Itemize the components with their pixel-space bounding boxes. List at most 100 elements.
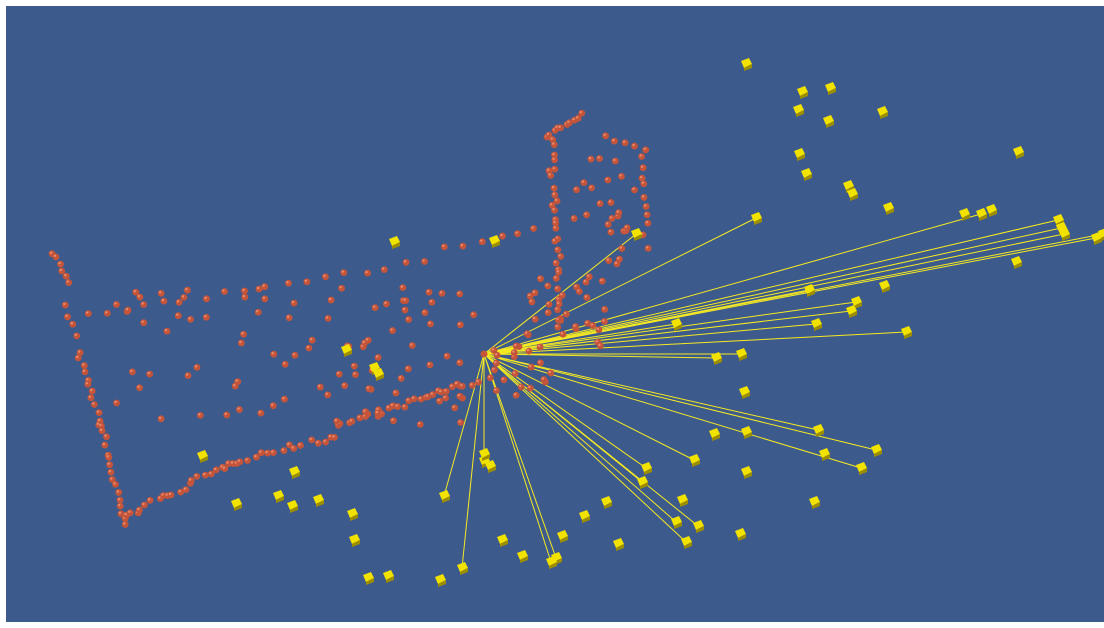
cloud-point xyxy=(436,397,443,405)
point-sphere xyxy=(338,284,345,292)
camera-icon[interactable] xyxy=(485,460,496,473)
point-sphere xyxy=(552,224,560,232)
camera-icon[interactable] xyxy=(1098,228,1104,241)
camera-icon[interactable] xyxy=(363,572,374,585)
camera-icon[interactable] xyxy=(871,444,882,457)
point-sphere xyxy=(402,258,410,266)
camera-icon[interactable] xyxy=(497,534,508,547)
point-sphere xyxy=(605,257,613,265)
camera-icon[interactable] xyxy=(677,494,688,507)
camera-icon[interactable] xyxy=(883,202,894,215)
camera-icon[interactable] xyxy=(341,344,352,357)
camera-icon[interactable] xyxy=(313,494,324,507)
camera-icon[interactable] xyxy=(671,318,682,331)
camera-icon[interactable] xyxy=(751,212,762,225)
camera-icon[interactable] xyxy=(693,520,704,533)
point-highlight xyxy=(183,487,187,490)
camera-body xyxy=(479,448,490,458)
camera-icon[interactable] xyxy=(794,148,805,161)
ray-origin-point[interactable] xyxy=(480,350,488,358)
camera-icon[interactable] xyxy=(846,305,857,318)
camera-icon[interactable] xyxy=(1091,232,1102,245)
camera-icon[interactable] xyxy=(231,498,242,511)
camera-icon[interactable] xyxy=(631,228,642,241)
camera-icon[interactable] xyxy=(613,538,624,551)
cloud-point xyxy=(193,472,201,480)
camera-icon[interactable] xyxy=(959,208,970,221)
point-highlight xyxy=(444,353,448,357)
camera-icon[interactable] xyxy=(557,530,568,543)
camera-icon[interactable] xyxy=(457,562,468,575)
camera-icon[interactable] xyxy=(741,426,752,439)
camera-icon[interactable] xyxy=(879,280,890,293)
camera-icon[interactable] xyxy=(877,106,888,119)
camera-icon[interactable] xyxy=(637,476,648,489)
point-sphere xyxy=(598,277,606,285)
point-sphere xyxy=(554,323,562,331)
camera-icon[interactable] xyxy=(825,82,836,95)
cloud-point xyxy=(531,289,539,297)
camera-icon[interactable] xyxy=(389,236,400,249)
camera-icon[interactable] xyxy=(856,462,867,475)
point-highlight xyxy=(77,350,81,353)
camera-poses[interactable] xyxy=(197,58,1104,587)
point-sphere xyxy=(456,290,464,298)
camera-icon[interactable] xyxy=(681,536,692,549)
camera-icon[interactable] xyxy=(287,500,298,513)
camera-icon[interactable] xyxy=(819,448,830,461)
point-highlight xyxy=(439,291,443,294)
point-cloud-scene[interactable] xyxy=(6,6,1104,622)
point-sphere xyxy=(380,266,388,273)
3d-viewport[interactable] xyxy=(6,6,1104,622)
camera-icon[interactable] xyxy=(489,235,500,248)
camera-icon[interactable] xyxy=(671,516,682,529)
camera-icon[interactable] xyxy=(689,454,700,467)
camera-icon[interactable] xyxy=(986,204,997,217)
camera-icon[interactable] xyxy=(349,534,360,547)
cloud-point xyxy=(399,284,407,292)
camera-icon[interactable] xyxy=(901,326,912,339)
camera-icon[interactable] xyxy=(273,490,284,503)
camera-icon[interactable] xyxy=(811,318,822,331)
camera-icon[interactable] xyxy=(813,424,824,437)
camera-icon[interactable] xyxy=(847,188,858,201)
point-sphere xyxy=(453,380,461,388)
camera-icon[interactable] xyxy=(579,510,590,523)
camera-icon[interactable] xyxy=(347,508,358,521)
point-highlight xyxy=(555,247,558,251)
camera-icon[interactable] xyxy=(809,496,820,509)
point-sphere xyxy=(69,320,77,328)
camera-icon[interactable] xyxy=(739,386,750,399)
camera-icon[interactable] xyxy=(383,570,394,583)
point-highlight xyxy=(426,290,430,293)
camera-icon[interactable] xyxy=(1011,256,1022,269)
camera-icon[interactable] xyxy=(197,450,208,463)
camera-icon[interactable] xyxy=(289,466,300,479)
camera-icon[interactable] xyxy=(546,556,557,569)
camera-icon[interactable] xyxy=(709,428,720,441)
camera-icon[interactable] xyxy=(797,86,808,99)
camera-icon[interactable] xyxy=(823,115,834,128)
camera-icon[interactable] xyxy=(711,352,722,365)
camera-icon[interactable] xyxy=(741,466,752,479)
camera-icon[interactable] xyxy=(435,574,446,587)
camera-icon[interactable] xyxy=(479,448,490,461)
camera-icon[interactable] xyxy=(735,528,746,541)
camera-icon[interactable] xyxy=(736,348,747,361)
camera-icon[interactable] xyxy=(804,284,815,297)
camera-icon[interactable] xyxy=(851,296,862,309)
camera-icon[interactable] xyxy=(801,168,812,181)
camera-icon[interactable] xyxy=(439,490,450,503)
camera-icon[interactable] xyxy=(641,462,652,475)
camera-icon[interactable] xyxy=(517,550,528,563)
camera-icon[interactable] xyxy=(976,208,987,221)
point-sphere xyxy=(65,279,73,286)
camera-icon[interactable] xyxy=(741,58,752,71)
camera-icon[interactable] xyxy=(793,104,804,117)
camera-icon[interactable] xyxy=(601,496,612,509)
camera-body xyxy=(825,82,836,92)
camera-icon[interactable] xyxy=(1013,146,1024,159)
camera-icon[interactable] xyxy=(1059,228,1070,241)
point-sphere xyxy=(371,304,379,312)
camera-icon[interactable] xyxy=(373,368,384,381)
